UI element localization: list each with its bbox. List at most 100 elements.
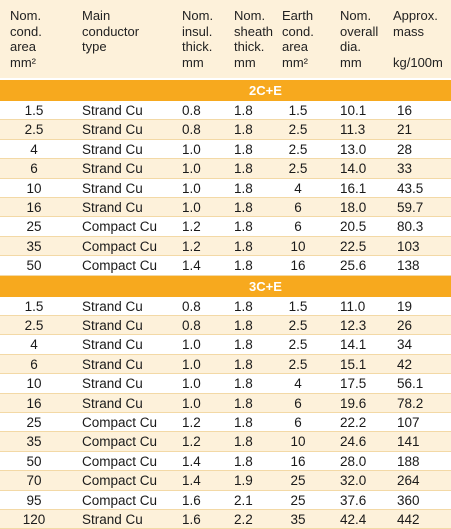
table-row: 50 Compact Cu 1.4 1.8 16 28.0 188 bbox=[0, 451, 451, 472]
header-main-conductor-type: Main conductor type bbox=[82, 8, 140, 54]
cell-conductor-type: Strand Cu bbox=[82, 122, 143, 138]
cell-earth-cond-area: 10 bbox=[290, 238, 306, 254]
cell-insul-thick: 1.0 bbox=[182, 180, 201, 196]
cell-conductor-type: Strand Cu bbox=[82, 180, 143, 196]
cell-approx-mass: 138 bbox=[397, 258, 420, 274]
cell-approx-mass: 34 bbox=[397, 337, 413, 353]
cell-nom-cond-area: 1.5 bbox=[24, 103, 44, 118]
cell-conductor-type: Strand Cu bbox=[82, 318, 143, 333]
cell-earth-cond-area: 4 bbox=[294, 376, 302, 392]
cell-conductor-type: Strand Cu bbox=[82, 103, 143, 118]
cell-approx-mass: 103 bbox=[397, 238, 420, 254]
cell-nom-cond-area: 16 bbox=[26, 395, 42, 411]
cell-sheath-thick: 1.8 bbox=[234, 395, 253, 411]
cell-overall-dia: 11.0 bbox=[340, 298, 366, 314]
header-approx-mass: Approx. mass kg/100m bbox=[393, 8, 443, 70]
cell-sheath-thick: 1.8 bbox=[234, 453, 253, 469]
cell-nom-cond-area: 35 bbox=[26, 434, 42, 450]
cell-insul-thick: 0.8 bbox=[182, 122, 201, 138]
cell-nom-cond-area: 35 bbox=[26, 238, 42, 254]
cell-nom-cond-area: 10 bbox=[26, 180, 42, 196]
cell-conductor-type: Compact Cu bbox=[82, 492, 158, 508]
cell-conductor-type: Strand Cu bbox=[82, 356, 143, 372]
table-header: Nom. cond. area mm² Main conductor type … bbox=[0, 0, 451, 78]
cell-nom-cond-area: 70 bbox=[26, 473, 42, 489]
cell-sheath-thick: 1.8 bbox=[234, 258, 253, 274]
cell-sheath-thick: 1.8 bbox=[234, 103, 253, 118]
cell-approx-mass: 188 bbox=[397, 453, 420, 469]
cell-nom-cond-area: 2.5 bbox=[24, 318, 44, 333]
cell-earth-cond-area: 6 bbox=[294, 415, 302, 430]
table-row: 1.5 Strand Cu 0.8 1.8 1.5 11.0 19 bbox=[0, 296, 451, 317]
cell-nom-cond-area: 16 bbox=[26, 200, 42, 215]
cell-nom-cond-area: 6 bbox=[30, 356, 38, 372]
cell-earth-cond-area: 35 bbox=[290, 512, 306, 527]
cell-earth-cond-area: 16 bbox=[290, 453, 306, 469]
cell-overall-dia: 20.5 bbox=[340, 219, 367, 235]
cell-conductor-type: Compact Cu bbox=[82, 415, 158, 430]
cell-approx-mass: 16 bbox=[397, 103, 413, 118]
header-nom-sheath-thick: Nom. sheath thick. mm bbox=[234, 8, 274, 70]
cell-approx-mass: 21 bbox=[397, 122, 413, 138]
cell-sheath-thick: 1.8 bbox=[234, 238, 253, 254]
table-row: 4 Strand Cu 1.0 1.8 2.5 13.0 28 bbox=[0, 139, 451, 160]
cell-conductor-type: Strand Cu bbox=[82, 376, 143, 392]
section-label: 2C+E bbox=[249, 83, 282, 98]
cell-sheath-thick: 1.8 bbox=[234, 376, 253, 392]
cell-insul-thick: 0.8 bbox=[182, 318, 201, 333]
header-earth-cond-area: Earth cond. area mm² bbox=[282, 8, 314, 70]
cell-nom-cond-area: 25 bbox=[26, 219, 42, 235]
cell-earth-cond-area: 2.5 bbox=[288, 337, 308, 353]
cell-sheath-thick: 1.8 bbox=[234, 434, 253, 450]
cell-approx-mass: 43.5 bbox=[397, 180, 424, 196]
table-row: 120 Strand Cu 1.6 2.2 35 42.4 442 bbox=[0, 510, 451, 529]
cell-overall-dia: 42.4 bbox=[340, 512, 367, 527]
cell-insul-thick: 0.8 bbox=[182, 103, 201, 118]
table-row: 6 Strand Cu 1.0 1.8 2.5 14.0 33 bbox=[0, 159, 451, 179]
cell-overall-dia: 14.0 bbox=[340, 161, 367, 177]
cell-overall-dia: 11.3 bbox=[340, 122, 366, 138]
cell-overall-dia: 13.0 bbox=[340, 141, 367, 157]
table-row: 1.5 Strand Cu 0.8 1.8 1.5 10.1 16 bbox=[0, 101, 451, 121]
cell-earth-cond-area: 2.5 bbox=[288, 161, 308, 177]
cell-earth-cond-area: 1.5 bbox=[288, 103, 308, 118]
cell-earth-cond-area: 2.5 bbox=[288, 356, 308, 372]
cell-overall-dia: 18.0 bbox=[340, 200, 367, 215]
cell-sheath-thick: 1.8 bbox=[234, 298, 253, 314]
cell-sheath-thick: 1.8 bbox=[234, 161, 253, 177]
cell-nom-cond-area: 1.5 bbox=[24, 298, 44, 314]
cell-insul-thick: 1.4 bbox=[182, 258, 201, 274]
cell-conductor-type: Compact Cu bbox=[82, 238, 158, 254]
cell-earth-cond-area: 6 bbox=[294, 395, 302, 411]
cell-insul-thick: 1.0 bbox=[182, 376, 201, 392]
cell-nom-cond-area: 10 bbox=[26, 376, 42, 392]
cell-earth-cond-area: 2.5 bbox=[288, 122, 308, 138]
cell-sheath-thick: 2.2 bbox=[234, 512, 253, 527]
table-row: 35 Compact Cu 1.2 1.8 10 22.5 103 bbox=[0, 236, 451, 257]
cell-nom-cond-area: 25 bbox=[26, 415, 42, 430]
cell-insul-thick: 1.0 bbox=[182, 337, 201, 353]
cell-overall-dia: 22.5 bbox=[340, 238, 367, 254]
cell-insul-thick: 1.4 bbox=[182, 453, 201, 469]
table-row: 16 Strand Cu 1.0 1.8 6 19.6 78.2 bbox=[0, 393, 451, 414]
cell-approx-mass: 28 bbox=[397, 141, 413, 157]
cell-conductor-type: Compact Cu bbox=[82, 434, 158, 450]
cell-insul-thick: 1.0 bbox=[182, 141, 201, 157]
cell-approx-mass: 80.3 bbox=[397, 219, 424, 235]
cell-sheath-thick: 1.9 bbox=[234, 473, 253, 489]
cell-sheath-thick: 1.8 bbox=[234, 415, 253, 430]
table-row: 50 Compact Cu 1.4 1.8 16 25.6 138 bbox=[0, 256, 451, 276]
table-row: 10 Strand Cu 1.0 1.8 4 16.1 43.5 bbox=[0, 178, 451, 199]
cell-conductor-type: Compact Cu bbox=[82, 473, 158, 489]
cell-approx-mass: 42 bbox=[397, 356, 413, 372]
table-row: 25 Compact Cu 1.2 1.8 6 20.5 80.3 bbox=[0, 217, 451, 238]
cell-sheath-thick: 1.8 bbox=[234, 318, 253, 333]
cell-sheath-thick: 1.8 bbox=[234, 219, 253, 235]
cell-approx-mass: 26 bbox=[397, 318, 413, 333]
cell-insul-thick: 1.6 bbox=[182, 492, 201, 508]
cell-nom-cond-area: 120 bbox=[22, 512, 46, 527]
cell-conductor-type: Compact Cu bbox=[82, 258, 158, 274]
cell-insul-thick: 1.2 bbox=[182, 415, 201, 430]
cell-approx-mass: 264 bbox=[397, 473, 420, 489]
